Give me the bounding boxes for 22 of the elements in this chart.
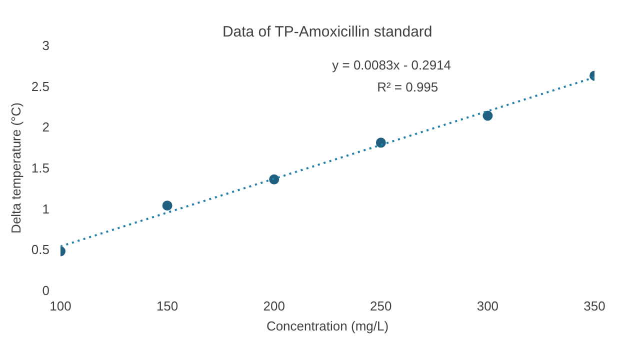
y-tick-label: 2.5 bbox=[31, 78, 50, 94]
y-tick-label: 2 bbox=[42, 120, 50, 135]
point bbox=[376, 138, 386, 148]
x-tick-label: 150 bbox=[156, 298, 178, 314]
x-tick-label: 200 bbox=[263, 298, 285, 314]
x-tick-label: 300 bbox=[476, 298, 499, 314]
x-tick-label: 250 bbox=[370, 298, 392, 314]
point bbox=[269, 174, 280, 184]
y-tick-label: 0.5 bbox=[31, 242, 50, 258]
x-axis-title: Concentration (mg/L) bbox=[266, 318, 389, 334]
y-axis-title: Delta temperature (°C) bbox=[8, 102, 24, 234]
annotation: R² = 0.995 bbox=[377, 80, 438, 94]
y-tick-label: 1 bbox=[42, 201, 50, 216]
chart-title: Data of TP-Amoxicillin standard bbox=[222, 24, 432, 40]
y-tick-label: 3 bbox=[42, 38, 50, 53]
point bbox=[162, 200, 172, 211]
annotation: y = 0.0083x - 0.2914 bbox=[332, 57, 452, 72]
y-tick-label: 0 bbox=[42, 283, 50, 298]
y-tick-label: 1.5 bbox=[31, 160, 50, 176]
point bbox=[482, 110, 493, 121]
x-tick-label: 100 bbox=[50, 298, 72, 314]
x-tick-label: 350 bbox=[584, 298, 606, 314]
